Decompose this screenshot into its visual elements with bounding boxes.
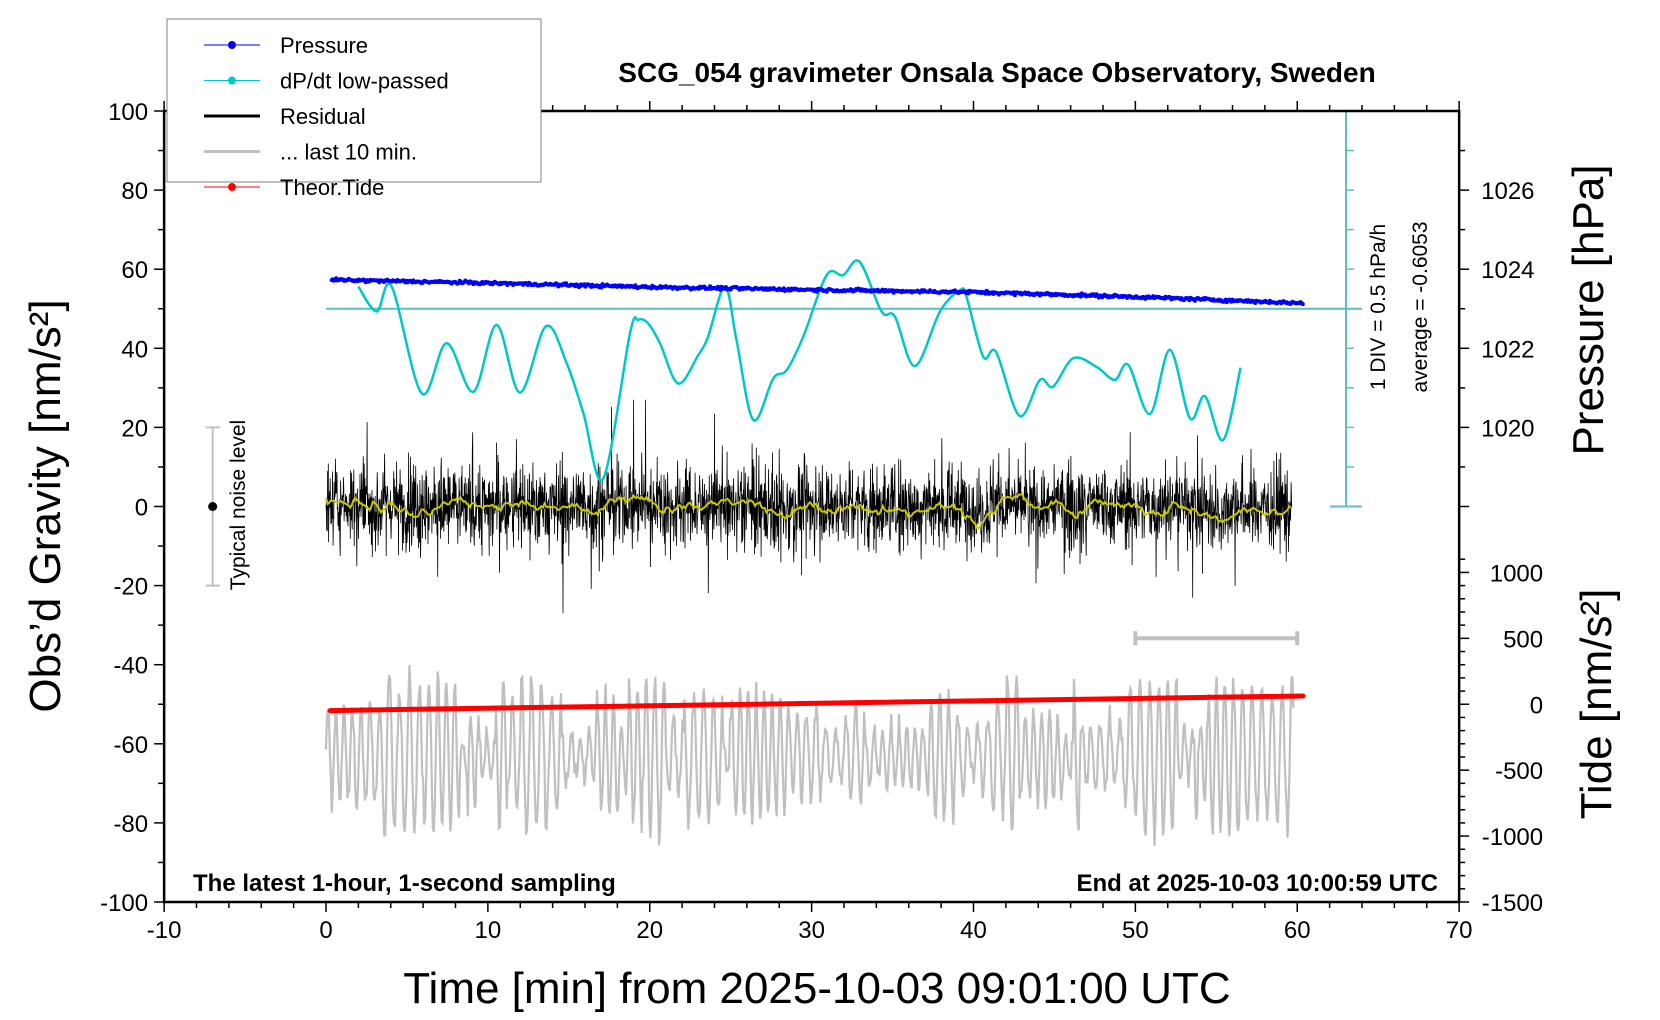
y-left-tick-label: 40 bbox=[121, 336, 148, 363]
pressure-tick-label: 1020 bbox=[1481, 415, 1534, 442]
pressure-point bbox=[1300, 302, 1305, 307]
x-tick-label: 0 bbox=[319, 917, 332, 944]
y-axis-title-tide: Tide [nm/s²] bbox=[1572, 589, 1621, 820]
x-tick-label: 70 bbox=[1446, 917, 1473, 944]
legend-swatch-marker bbox=[228, 41, 236, 49]
legend-swatch-marker bbox=[228, 76, 236, 85]
x-tick-label: 60 bbox=[1284, 917, 1311, 944]
dpdt-scale-label: 1 DIV = 0.5 hPa/h bbox=[1367, 224, 1390, 390]
x-tick-label: 40 bbox=[960, 917, 987, 944]
legend-swatch-marker bbox=[228, 183, 236, 191]
annotation-end-time: End at 2025-10-03 10:00:59 UTC bbox=[1077, 870, 1439, 897]
x-tick-label: -10 bbox=[147, 917, 182, 944]
y-left-tick-label: -100 bbox=[100, 890, 148, 917]
legend-label: Pressure bbox=[280, 33, 368, 58]
pressure-tick-label: 1022 bbox=[1481, 336, 1534, 363]
x-tick-label: 50 bbox=[1122, 917, 1149, 944]
noise-level-label: Typical noise level bbox=[227, 420, 250, 590]
tide-tick-label: -500 bbox=[1495, 758, 1543, 785]
x-axis-title: Time [min] from 2025-10-03 09:01:00 UTC bbox=[403, 964, 1230, 1013]
x-tick-label: 20 bbox=[636, 917, 663, 944]
residual-smoothed-line bbox=[325, 492, 1292, 530]
y-axis-title-gravity: Obs’d Gravity [nm/s²] bbox=[21, 299, 70, 712]
y-left-tick-label: 0 bbox=[135, 495, 148, 522]
y-left-tick-label: 20 bbox=[121, 415, 148, 442]
y-left-tick-label: 100 bbox=[108, 99, 148, 126]
legend-label: Theor.Tide bbox=[280, 175, 384, 200]
dpdt-line bbox=[357, 259, 1242, 482]
tide-tick-label: 1000 bbox=[1490, 560, 1543, 587]
x-tick-label: 10 bbox=[475, 917, 502, 944]
chart-title: SCG_054 gravimeter Onsala Space Observat… bbox=[618, 57, 1375, 88]
theor-tide-line bbox=[327, 693, 1306, 714]
dpdt-average-label: average = -0.6053 bbox=[1409, 221, 1432, 392]
y-axis-title-pressure: Pressure [hPa] bbox=[1564, 164, 1613, 455]
axes: -10 0 10 20 30 40 50 60 70-100-80-60-40-20020406… bbox=[100, 99, 1543, 944]
legend-item: Pressure bbox=[204, 33, 368, 58]
noise-level-center-dot bbox=[208, 502, 218, 511]
y-left-tick-label: 60 bbox=[121, 257, 148, 284]
tide-tick-label: -1500 bbox=[1482, 890, 1543, 917]
legend-label: dP/dt low-passed bbox=[280, 69, 449, 94]
pressure-tick-label: 1026 bbox=[1481, 178, 1534, 205]
y-left-tick-label: -20 bbox=[113, 574, 148, 601]
legend-item: Theor.Tide bbox=[204, 175, 384, 200]
y-left-tick-label: -80 bbox=[113, 811, 148, 838]
tide-tick-label: 500 bbox=[1503, 626, 1543, 653]
legend-item: dP/dt low-passed bbox=[204, 69, 449, 94]
legend-label: Residual bbox=[280, 104, 366, 129]
last-10-min-line bbox=[324, 665, 1295, 846]
plot-marks bbox=[205, 110, 1362, 846]
x-tick-label: 30 bbox=[798, 917, 825, 944]
y-left-tick-label: -60 bbox=[113, 732, 148, 759]
residual-line bbox=[325, 399, 1293, 614]
legend: Pressure dP/dt low-passed Residual ... last… bbox=[166, 18, 542, 200]
y-left-tick-label: -40 bbox=[113, 653, 148, 680]
y-left-tick-label: 80 bbox=[121, 178, 148, 205]
pressure-tick-label: 1024 bbox=[1481, 257, 1534, 284]
annotation-sampling: The latest 1-hour, 1-second sampling bbox=[193, 870, 616, 897]
legend-label: ... last 10 min. bbox=[280, 140, 417, 165]
legend-item: ... last 10 min. bbox=[204, 140, 417, 165]
tide-tick-label: -1000 bbox=[1482, 824, 1543, 851]
legend-item: Residual bbox=[204, 104, 366, 129]
tide-tick-label: 0 bbox=[1530, 692, 1543, 719]
